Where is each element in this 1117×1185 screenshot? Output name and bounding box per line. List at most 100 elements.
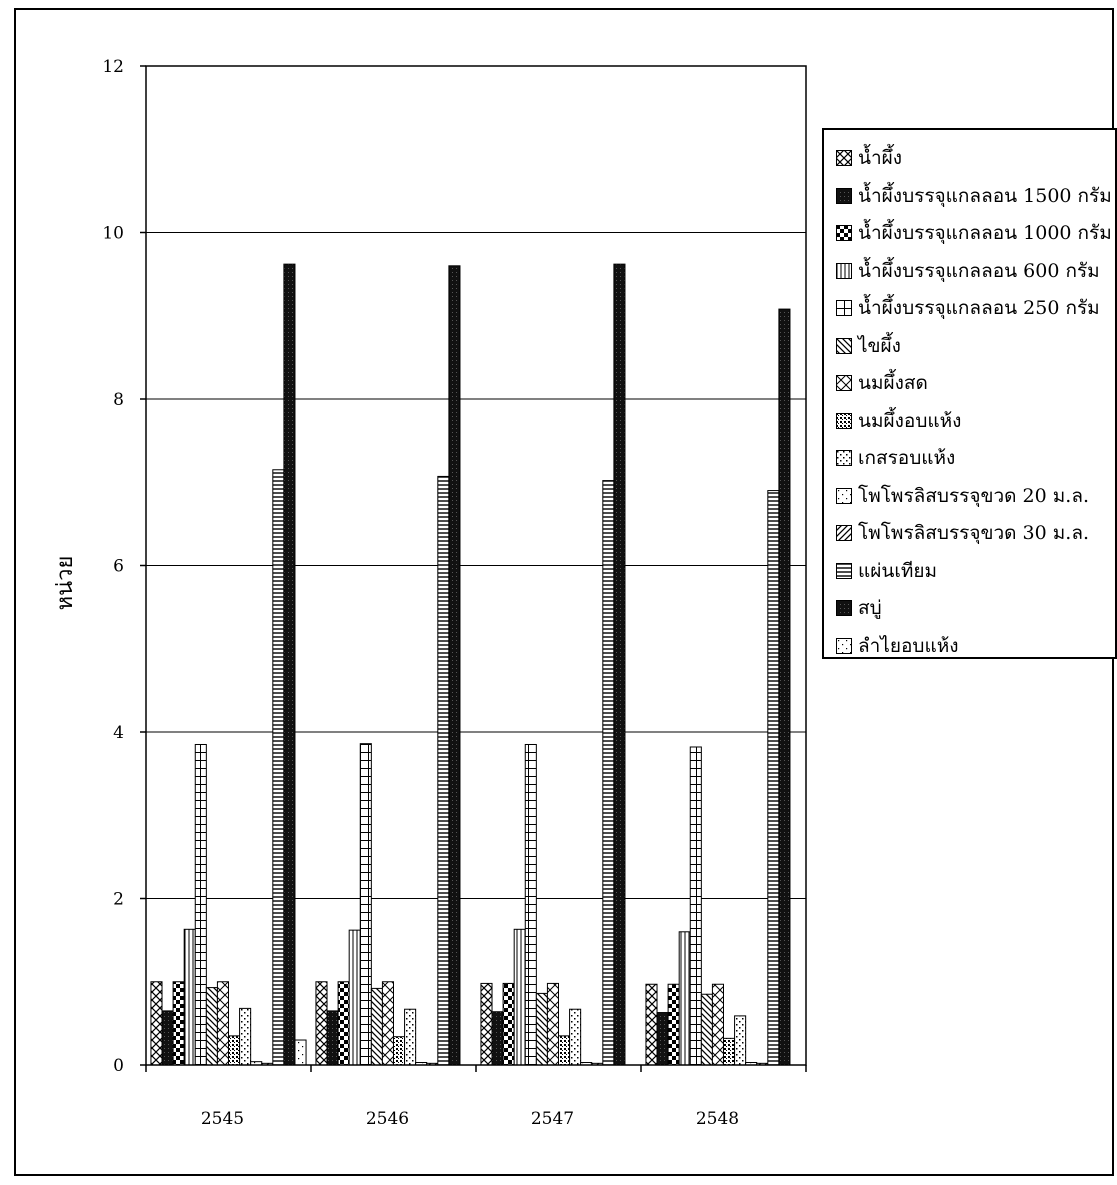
- legend-swatch: [836, 525, 852, 541]
- bar-s7-2548: [711, 983, 725, 1066]
- y-tick-label-6: 6: [113, 557, 124, 577]
- bar-s9-2547: [569, 1008, 582, 1066]
- bar-s5-2548: [689, 746, 702, 1066]
- legend: น้ำผึ้งน้ำผึ้งบรรจุแกลลอน 1500 กรัมน้ำผึ…: [822, 128, 1117, 659]
- y-tick-label-2: 2: [113, 890, 124, 910]
- legend-label: นมผึ้งอบแห้ง: [858, 409, 962, 432]
- bar-s13-2545: [283, 263, 296, 1066]
- legend-swatch: [836, 337, 852, 354]
- legend-item-3: น้ำผึ้งบรรจุแกลลอน 1000 กรัม: [836, 219, 1112, 247]
- y-axis-label: หน่วย: [53, 556, 78, 611]
- bar-s4-2547: [513, 928, 526, 1066]
- bar-s9-2545: [239, 1007, 252, 1066]
- legend-swatch: [836, 412, 852, 429]
- x-tick-label-2547: 2547: [531, 1109, 574, 1129]
- y-tick-label-4: 4: [113, 723, 124, 743]
- y-tick-label-8: 8: [113, 390, 124, 410]
- x-tick-label-2546: 2546: [366, 1109, 409, 1129]
- legend-swatch: [836, 487, 852, 504]
- bar-s8-2545: [228, 1035, 241, 1066]
- y-tick-label-0: 0: [113, 1056, 124, 1076]
- bar-s8-2548: [723, 1037, 736, 1066]
- bar-s1-2548: [645, 983, 658, 1066]
- bar-s2-2545: [161, 1010, 174, 1066]
- y-tick-label-12: 12: [102, 57, 124, 77]
- bar-s8-2547: [558, 1035, 571, 1066]
- legend-label: น้ำผึ้งบรรจุแกลลอน 1000 กรัม: [858, 222, 1112, 244]
- axes: [140, 65, 807, 1072]
- x-tick-label-2548: 2548: [696, 1109, 739, 1129]
- bar-s9-2546: [404, 1008, 417, 1066]
- bar-s5-2545: [194, 743, 207, 1066]
- bar-s1-2545: [150, 981, 163, 1066]
- legend-swatch: [836, 300, 852, 316]
- bar-s2-2548: [656, 1012, 669, 1066]
- legend-label: น้ำผึ้งบรรจุแกลลอน 1500 กรัม: [858, 184, 1112, 207]
- legend-label: สบู่: [858, 597, 882, 619]
- legend-item-12: แผ่นเทียม: [836, 557, 937, 585]
- legend-swatch: [836, 225, 852, 241]
- legend-swatch: [836, 187, 852, 204]
- bar-s13-2547: [613, 263, 626, 1066]
- bar-s13-2546: [448, 265, 461, 1066]
- legend-label: แผ่นเทียม: [858, 559, 938, 582]
- bar-s7-2547: [546, 982, 560, 1066]
- legend-item-1: น้ำผึ้ง: [836, 144, 902, 172]
- bar-s1-2546: [315, 981, 328, 1066]
- y-tick-labels: 0 2 4 6 8 10 12: [102, 57, 124, 1076]
- legend-label: นมผึ้งสด: [858, 372, 928, 394]
- legend-label: โพโพรลิสบรรจุขวด 30 ม.ล.: [858, 522, 1090, 544]
- bar-s12-2545: [272, 469, 285, 1066]
- legend-item-6: ไขผึ้ง: [836, 332, 901, 360]
- legend-item-13: สบู่: [836, 594, 882, 622]
- legend-item-8: นมผึ้งอบแห้ง: [836, 407, 961, 435]
- bars: [150, 263, 791, 1066]
- bar-s6-2546: [370, 987, 383, 1066]
- bar-s6-2548: [700, 993, 713, 1066]
- legend-item-2: น้ำผึ้งบรรจุแกลลอน 1500 กรัม: [836, 182, 1112, 210]
- legend-label: ลำไยอบแห้ง: [858, 634, 959, 657]
- legend-swatch: [836, 562, 852, 579]
- bar-s9-2548: [734, 1015, 747, 1066]
- legend-label: ไขผึ้ง: [858, 334, 901, 357]
- bar-s4-2545: [183, 928, 196, 1066]
- bar-s12-2546: [437, 475, 450, 1066]
- legend-item-5: น้ำผึ้งบรรจุแกลลอน 250 กรัม: [836, 294, 1100, 322]
- legend-item-4: น้ำผึ้งบรรจุแกลลอน 600 กรัม: [836, 257, 1100, 285]
- legend-item-7: นมผึ้งสด: [836, 369, 928, 397]
- legend-swatch: [836, 150, 852, 166]
- legend-label: น้ำผึ้งบรรจุแกลลอน 250 กรัม: [858, 297, 1100, 319]
- bar-s8-2546: [393, 1036, 406, 1066]
- legend-label: เกสรอบแห้ง: [858, 447, 956, 469]
- bar-s2-2546: [326, 1010, 339, 1066]
- bar-s6-2545: [205, 987, 218, 1066]
- legend-swatch: [836, 375, 852, 391]
- legend-label: น้ำผึ้ง: [858, 147, 903, 169]
- x-tick-labels: 2545 2546 2547 2548: [201, 1109, 739, 1129]
- legend-label: น้ำผึ้งบรรจุแกลลอน 600 กรัม: [858, 259, 1100, 282]
- bar-s14-2545: [294, 1039, 307, 1066]
- bar-s3-2545: [172, 981, 185, 1066]
- gridlines: [146, 65, 806, 899]
- bar-s5-2546: [359, 743, 372, 1066]
- bar-s12-2548: [767, 490, 780, 1066]
- bar-s4-2548: [678, 931, 691, 1066]
- legend-item-11: โพโพรลิสบรรจุขวด 30 ม.ล.: [836, 519, 1089, 547]
- legend-item-14: ลำไยอบแห้ง: [836, 632, 959, 660]
- legend-item-9: เกสรอบแห้ง: [836, 444, 955, 472]
- bar-s3-2548: [667, 983, 680, 1066]
- legend-swatch: [836, 637, 852, 654]
- bar-s7-2545: [216, 981, 230, 1066]
- legend-label: โพโพรลิสบรรจุขวด 20 ม.ล.: [858, 484, 1090, 507]
- bar-s6-2547: [535, 992, 548, 1066]
- bar-s7-2546: [381, 981, 394, 1066]
- x-tick-label-2545: 2545: [201, 1109, 244, 1129]
- bar-s5-2547: [524, 743, 537, 1066]
- legend-swatch: [836, 450, 852, 466]
- bar-s2-2547: [491, 1011, 504, 1066]
- bar-s1-2547: [480, 982, 493, 1066]
- bar-s3-2547: [502, 982, 515, 1066]
- bar-s13-2548: [778, 308, 791, 1066]
- bar-s4-2546: [348, 929, 361, 1066]
